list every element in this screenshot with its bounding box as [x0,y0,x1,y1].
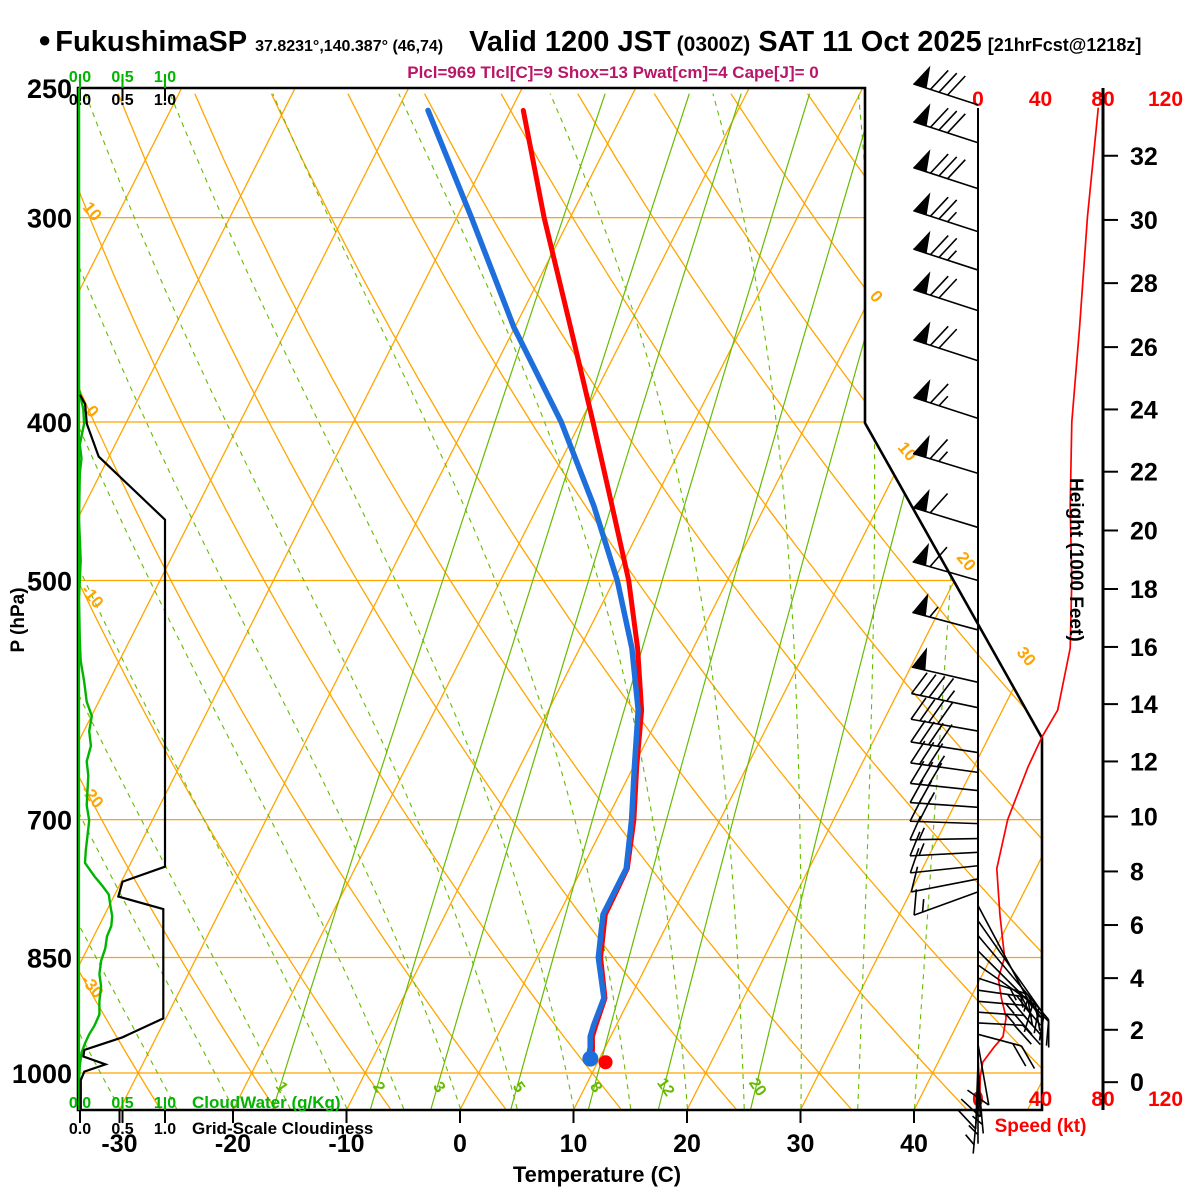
wind-barbs [909,65,1050,1154]
svg-text:40: 40 [1029,1088,1052,1111]
svg-text:500: 500 [27,567,72,597]
svg-text:0.5: 0.5 [111,1095,133,1112]
svg-text:30: 30 [787,1130,815,1158]
svg-text:12: 12 [1130,748,1158,776]
surface-dewpoint-dot [582,1050,599,1067]
station-bullet-icon: ● [38,27,52,52]
svg-text:20: 20 [1130,517,1158,545]
pressure-axis-title: P (hPa) [8,587,29,652]
svg-text:1000: 1000 [12,1059,72,1089]
svg-text:16: 16 [1130,634,1158,662]
sounding-curves [425,107,645,1070]
speed-axis-title: Speed (kt) [995,1116,1087,1137]
svg-text:20: 20 [673,1130,701,1158]
svg-text:1.0: 1.0 [154,1095,176,1112]
chart-title: ● FukushimaSP 37.8231°,140.387° (46,74) Val… [38,26,1141,59]
plot-frame [76,86,1044,1112]
svg-text:250: 250 [27,74,72,104]
valid-time-utc: (0300Z) [676,33,751,56]
svg-text:-20: -20 [215,1130,251,1158]
svg-text:120: 120 [1148,88,1183,111]
svg-text:22: 22 [1130,459,1158,487]
height-axis-title: Height (1000 Feet) [1065,478,1086,642]
cloudiness-profile [79,394,167,1110]
svg-text:0: 0 [866,287,887,306]
wind-panel: 0040408080120120Speed (kt) [972,88,1183,1137]
svg-text:30: 30 [1130,207,1158,235]
svg-text:700: 700 [27,806,72,836]
valid-time: Valid 1200 JST [469,26,671,58]
valid-date: SAT 11 Oct 2025 [758,26,982,58]
svg-text:14: 14 [1130,691,1158,719]
temperature-axis: -30 -20 -10 0 10 20 30 40 Temperature (C) [101,1110,928,1187]
surface-temperature-dot [598,1055,613,1070]
svg-text:1.0: 1.0 [154,1121,176,1138]
svg-text:-10: -10 [77,581,107,612]
dewpoint-curve [425,107,641,1058]
svg-text:400: 400 [27,408,72,438]
svg-text:18: 18 [1130,576,1158,604]
svg-text:0.5: 0.5 [111,1121,133,1138]
station-coordinates: 37.8231°,140.387° (46,74) [255,38,444,55]
svg-text:12: 12 [653,1075,677,1099]
svg-text:0.5: 0.5 [111,69,133,86]
svg-text:3: 3 [429,1079,448,1096]
svg-text:10: 10 [1130,804,1158,832]
svg-text:40: 40 [1029,88,1052,111]
svg-text:2: 2 [1130,1017,1144,1045]
svg-text:300: 300 [27,204,72,234]
svg-text:0.0: 0.0 [69,1121,91,1138]
cloudwater-scale-label: CloudWater (g/Kg) [192,1093,341,1112]
svg-text:30: 30 [1013,643,1040,670]
svg-text:32: 32 [1130,143,1158,171]
svg-text:20: 20 [953,548,980,575]
svg-text:1.0: 1.0 [154,69,176,86]
cloud-scales: 0.00.00.00.00.50.50.50.51.01.01.01.0Clou… [69,69,374,1138]
svg-text:120: 120 [1148,1088,1183,1111]
svg-text:1.0: 1.0 [154,92,176,109]
svg-text:8: 8 [1130,858,1144,886]
forecast-hour: [21hrFcst@1218z] [987,35,1142,55]
stability-parameters: Plcl=969 Tlcl[C]=9 Shox=13 Pwat[cm]=4 Ca… [407,63,819,82]
temperature-axis-title: Temperature (C) [513,1162,681,1187]
svg-text:-10: -10 [328,1130,364,1158]
svg-text:5: 5 [509,1079,528,1096]
svg-text:8: 8 [586,1079,605,1096]
svg-text:0.5: 0.5 [111,92,133,109]
cloudiness-scale-label: Grid-Scale Cloudiness [192,1119,373,1138]
svg-text:26: 26 [1130,334,1158,362]
svg-text:20: 20 [745,1075,769,1099]
svg-text:28: 28 [1130,270,1158,298]
svg-text:0.0: 0.0 [69,69,91,86]
svg-text:0: 0 [453,1130,467,1158]
cloudwater-profile [78,88,114,1110]
svg-text:-30: -30 [101,1130,137,1158]
svg-text:24: 24 [1130,396,1158,424]
svg-text:40: 40 [900,1130,928,1158]
svg-text:0: 0 [972,88,984,111]
svg-text:0: 0 [1130,1069,1144,1097]
svg-text:6: 6 [1130,912,1144,940]
svg-text:850: 850 [27,944,72,974]
pressure-axis: 250 300 400 500 700 850 1000 P (hPa) [8,74,72,1089]
svg-text:4: 4 [1130,965,1144,993]
svg-text:-20: -20 [77,781,107,812]
wind-speed-curve [978,107,1100,1106]
station-name: FukushimaSP [55,26,248,58]
svg-text:10: 10 [560,1130,588,1158]
